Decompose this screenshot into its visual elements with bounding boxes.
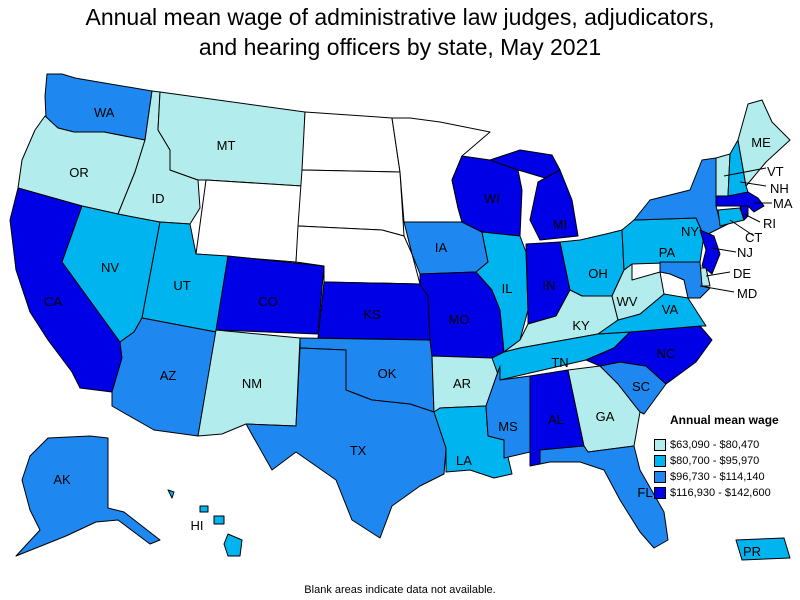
- label-me: ME: [751, 135, 771, 150]
- state-wi[interactable]: [451, 155, 523, 237]
- legend-label-3: $96,730 - $114,140: [670, 471, 765, 483]
- label-il: IL: [502, 281, 513, 296]
- state-pr[interactable]: [735, 537, 791, 561]
- label-pr: PR: [743, 544, 761, 559]
- label-nm: NM: [242, 376, 262, 391]
- state-nc[interactable]: [585, 325, 713, 385]
- legend-item-2: $80,700 - $95,970: [654, 453, 800, 469]
- label-ak: AK: [53, 472, 71, 487]
- state-fl[interactable]: [539, 445, 669, 549]
- label-nj: NJ: [737, 245, 753, 260]
- legend-item-3: $96,730 - $114,140: [654, 469, 800, 485]
- legend-title: Annual mean wage: [670, 413, 779, 427]
- label-vt: VT: [767, 164, 784, 179]
- label-connectors: [699, 167, 772, 293]
- label-az: AZ: [160, 368, 177, 383]
- label-ia: IA: [435, 240, 448, 255]
- legend-swatch-4: [654, 487, 666, 499]
- label-pa: PA: [659, 245, 676, 260]
- label-nv: NV: [101, 260, 119, 275]
- map-title: Annual mean wage of administrative law j…: [0, 2, 800, 62]
- legend-swatch-1: [654, 439, 666, 451]
- legend-swatch-2: [654, 455, 666, 467]
- state-nd[interactable]: [301, 111, 401, 173]
- state-ma[interactable]: [715, 191, 765, 213]
- label-wi: WI: [484, 191, 500, 206]
- state-ak[interactable]: [15, 435, 161, 557]
- label-wa: WA: [94, 105, 115, 120]
- state-labels: WA OR CA NV ID MT UT AZ CO NM KS OK TX I…: [44, 105, 793, 559]
- label-nc: NC: [657, 346, 676, 361]
- label-id: ID: [152, 191, 165, 206]
- label-wv: WV: [617, 294, 638, 309]
- label-ok: OK: [378, 366, 397, 381]
- state-me[interactable]: [737, 99, 791, 187]
- state-tx[interactable]: [245, 347, 447, 539]
- state-nj[interactable]: [699, 229, 721, 275]
- title-line-1: Annual mean wage of administrative law j…: [85, 4, 715, 30]
- label-hi: HI: [191, 518, 204, 533]
- state-md[interactable]: [659, 261, 711, 299]
- label-nh: NH: [770, 181, 789, 196]
- label-va: VA: [662, 302, 679, 317]
- label-de: DE: [733, 266, 751, 281]
- label-sc: SC: [632, 379, 650, 394]
- state-wy[interactable]: [195, 179, 303, 263]
- label-ks: KS: [363, 307, 381, 322]
- label-ar: AR: [453, 376, 471, 391]
- label-ca: CA: [44, 294, 62, 309]
- label-tx: TX: [350, 443, 367, 458]
- label-mi: MI: [553, 217, 567, 232]
- label-in: IN: [543, 278, 556, 293]
- label-la: LA: [456, 453, 472, 468]
- footnote: Blank areas indicate data not available.: [304, 584, 496, 596]
- legend-item-1: $63,090 - $80,470: [654, 437, 800, 453]
- legend-item-4: $116,930 - $142,600: [654, 485, 800, 501]
- legend-label-4: $116,930 - $142,600: [670, 487, 771, 499]
- label-md: MD: [737, 286, 757, 301]
- label-ri: RI: [763, 216, 776, 231]
- label-ms: MS: [498, 419, 518, 434]
- state-sd[interactable]: [297, 169, 405, 237]
- label-ny: NY: [681, 224, 699, 239]
- label-ct: CT: [745, 230, 762, 245]
- label-mo: MO: [449, 312, 470, 327]
- title-line-2: and hearing officers by state, May 2021: [198, 34, 602, 60]
- label-ga: GA: [596, 409, 615, 424]
- label-ma: MA: [773, 196, 793, 211]
- state-mi[interactable]: [489, 149, 579, 241]
- label-oh: OH: [588, 266, 608, 281]
- label-or: OR: [69, 165, 89, 180]
- label-fl: FL: [637, 485, 652, 500]
- label-al: AL: [548, 412, 564, 427]
- label-tn: TN: [551, 355, 568, 370]
- label-ky: KY: [572, 318, 590, 333]
- legend-label-2: $80,700 - $95,970: [670, 455, 760, 467]
- legend-label-1: $63,090 - $80,470: [670, 439, 760, 451]
- legend-swatch-3: [654, 471, 666, 483]
- state-hi[interactable]: [167, 489, 243, 557]
- label-mt: MT: [217, 138, 236, 153]
- label-co: CO: [258, 294, 278, 309]
- label-ut: UT: [173, 278, 190, 293]
- state-oh[interactable]: [559, 229, 625, 297]
- state-ct[interactable]: [717, 207, 745, 227]
- map-legend: Annual mean wage $63,090 - $80,470 $80,7…: [654, 413, 800, 501]
